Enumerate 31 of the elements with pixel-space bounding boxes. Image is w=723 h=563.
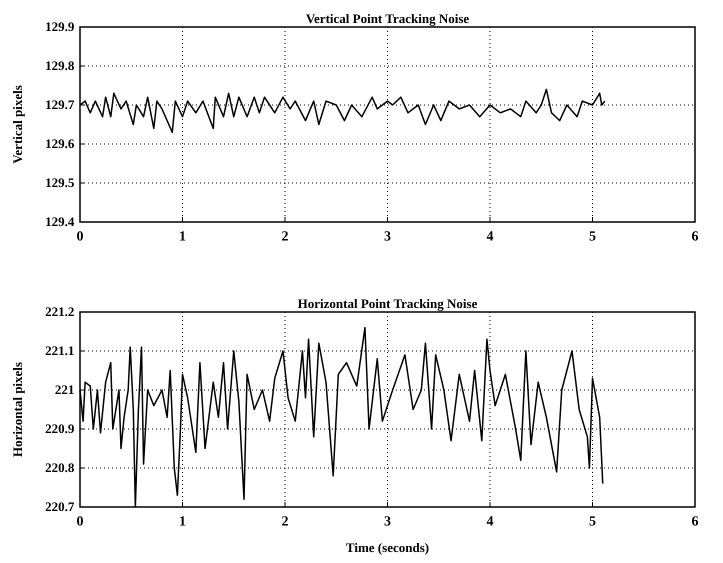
y-tick-label: 221 bbox=[54, 382, 74, 398]
x-axis-title: Time (seconds) bbox=[346, 540, 430, 555]
x-tick-label: 5 bbox=[589, 514, 596, 530]
y-axis-title: Horizontal pixels bbox=[10, 362, 25, 457]
y-tick-label: 129.7 bbox=[45, 97, 75, 112]
y-tick-label: 221.1 bbox=[45, 343, 74, 358]
x-tick-label: 6 bbox=[692, 514, 698, 530]
y-tick-label: 220.9 bbox=[45, 421, 75, 436]
x-tick-label: 6 bbox=[692, 229, 698, 244]
y-tick-label: 129.8 bbox=[45, 58, 75, 74]
chart-title: Horizontal Point Tracking Noise bbox=[298, 296, 478, 311]
y-tick-label: 129.9 bbox=[45, 19, 75, 34]
x-tick-label: 2 bbox=[282, 229, 288, 244]
x-tick-label: 2 bbox=[282, 514, 288, 530]
x-tick-label: 5 bbox=[589, 229, 596, 244]
y-tick-label: 221.2 bbox=[45, 304, 74, 320]
x-tick-label: 3 bbox=[384, 229, 391, 244]
chart-title: Vertical Point Tracking Noise bbox=[306, 11, 470, 26]
y-tick-label: 129.6 bbox=[45, 136, 75, 152]
x-tick-label: 4 bbox=[486, 514, 494, 530]
x-tick-label: 1 bbox=[179, 229, 186, 244]
x-tick-label: 4 bbox=[486, 229, 494, 244]
x-tick-label: 0 bbox=[76, 514, 84, 530]
x-tick-label: 0 bbox=[76, 229, 84, 244]
y-tick-label: 220.7 bbox=[45, 499, 75, 514]
x-tick-label: 1 bbox=[179, 514, 186, 530]
y-tick-label: 129.4 bbox=[45, 214, 75, 230]
y-tick-label: 129.5 bbox=[45, 175, 75, 190]
y-axis-title: Vertical pixels bbox=[10, 85, 25, 164]
y-tick-label: 220.8 bbox=[45, 460, 75, 476]
x-tick-label: 3 bbox=[384, 514, 391, 530]
